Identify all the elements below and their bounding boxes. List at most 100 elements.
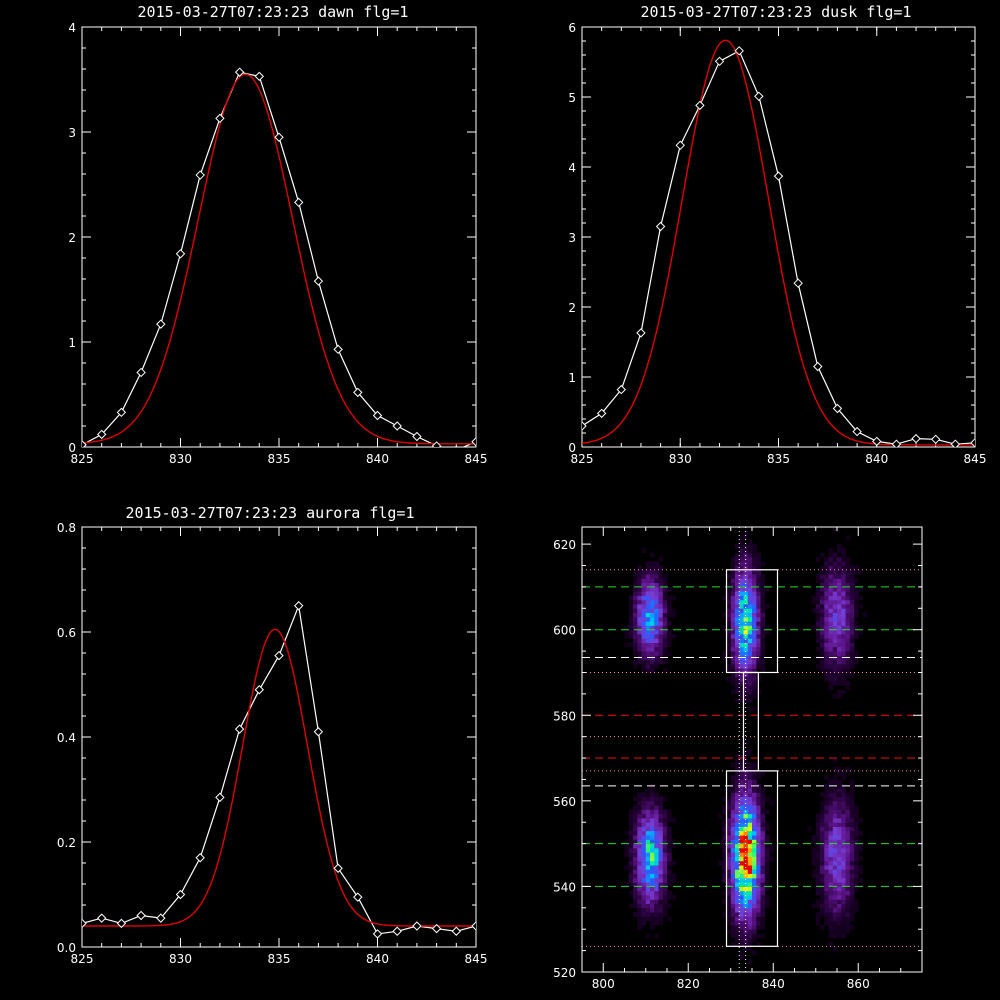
heatmap-cell (654, 835, 659, 840)
heatmap-cell (760, 839, 766, 845)
heatmap-cell (645, 668, 651, 673)
aurora-data-point (175, 889, 186, 900)
heatmap-cell (752, 561, 757, 566)
heatmap-cell (739, 826, 744, 832)
heatmap-cell (637, 616, 642, 622)
heatmap-cell (726, 890, 732, 896)
heatmap-cell (735, 629, 740, 635)
heatmap-cell (747, 770, 753, 776)
heatmap-cell (752, 809, 757, 815)
heatmap-cell (756, 869, 761, 874)
heatmap-cell (811, 847, 817, 853)
heatmap-cell (760, 813, 766, 819)
heatmap-cell (837, 873, 842, 879)
heatmap-cell (760, 886, 766, 892)
heatmap-cell (743, 535, 749, 541)
heatmap-cell (739, 818, 744, 823)
heatmap-cell (747, 886, 753, 892)
heatmap-cell (662, 847, 668, 853)
heatmap-cell (633, 586, 638, 592)
heatmap-cell (739, 676, 744, 682)
heatmap-cell (820, 865, 825, 870)
dusk-data-point (655, 221, 666, 232)
heatmap-cell (820, 668, 825, 673)
aurora-data-point (412, 921, 422, 931)
heatmap-cell (832, 758, 838, 763)
heatmap-cell (671, 839, 676, 845)
heatmap-cell (828, 672, 834, 678)
heatmap-cell (849, 839, 855, 845)
heatmap-cell (764, 826, 770, 832)
heatmap-cell (824, 813, 829, 819)
heatmap-cell (764, 882, 770, 887)
heatmap-cell (820, 877, 825, 883)
heatmap-cell (820, 847, 825, 853)
heatmap-cell (828, 903, 834, 909)
heatmap-cell (730, 625, 736, 631)
heatmap-cell (760, 582, 766, 588)
aurora-data-point (116, 918, 127, 929)
heatmap-cell (743, 903, 749, 909)
heatmap-cell (820, 565, 825, 571)
heatmap-cell (752, 565, 757, 571)
heatmap-cell (811, 860, 817, 866)
heatmap-cell (628, 843, 634, 849)
heatmap-cell (760, 646, 766, 652)
heatmap-cell (845, 565, 851, 571)
heatmap-cell (662, 882, 668, 887)
heatmap-cell (756, 569, 761, 575)
heatmap-cell (841, 565, 846, 571)
dusk-x-tick-label: 845 (964, 452, 987, 466)
heatmap-cell (837, 591, 842, 596)
heatmap-cell (824, 646, 829, 652)
heatmap-cell (828, 907, 834, 913)
heatmap-cell (726, 591, 732, 596)
heatmap-cell (747, 869, 753, 874)
heatmap-cell (837, 903, 842, 909)
heatmap-cell (654, 625, 659, 631)
heatmap-cell (837, 625, 842, 631)
heatmap-cell (633, 629, 638, 635)
heatmap-cell (828, 578, 834, 583)
heatmap-cell (769, 843, 774, 849)
heatmap-cell (735, 758, 740, 763)
heatmap-cell (841, 642, 846, 648)
heatmap-cell (824, 899, 829, 904)
heatmap-cell (633, 839, 638, 845)
dusk-y-tick-label: 2 (568, 301, 576, 315)
heatmap-cell (828, 569, 834, 575)
heatmap-cell (824, 886, 829, 892)
heatmap-cell (743, 877, 749, 883)
heatmap-cell (641, 826, 647, 832)
heatmap-cell (837, 642, 842, 648)
heatmap-cell (820, 574, 825, 579)
heatmap-cell (654, 792, 659, 797)
heatmap-cell (739, 805, 744, 810)
heatmap-cell (671, 595, 676, 601)
heatmap-cell (841, 792, 846, 797)
heatmap-cell (760, 916, 766, 922)
heatmap-cell (637, 895, 642, 900)
heatmap-cell (849, 659, 855, 665)
heatmap-cell (735, 822, 740, 827)
heatmap-cell (752, 569, 757, 575)
heatmap-cell (650, 912, 655, 917)
heatmap-cell (654, 809, 659, 815)
heatmap-cell (841, 586, 846, 592)
heatmap-cell (637, 612, 642, 618)
heatmap-cell (752, 792, 757, 797)
heatmap-cell (756, 895, 761, 900)
heatmap-cell (854, 873, 859, 879)
heatmap-cell (654, 890, 659, 896)
heatmap-cell (637, 830, 642, 836)
heatmap-cell (752, 552, 757, 558)
heatmap-cell (815, 813, 821, 819)
heatmap-cell (658, 638, 664, 643)
heatmap-cell (841, 839, 846, 845)
heatmap-cell (820, 813, 825, 819)
heatmap-cell (756, 796, 761, 802)
heatmap-cell (743, 895, 749, 900)
heatmap-cell (845, 839, 851, 845)
heatmap-cell (637, 860, 642, 866)
